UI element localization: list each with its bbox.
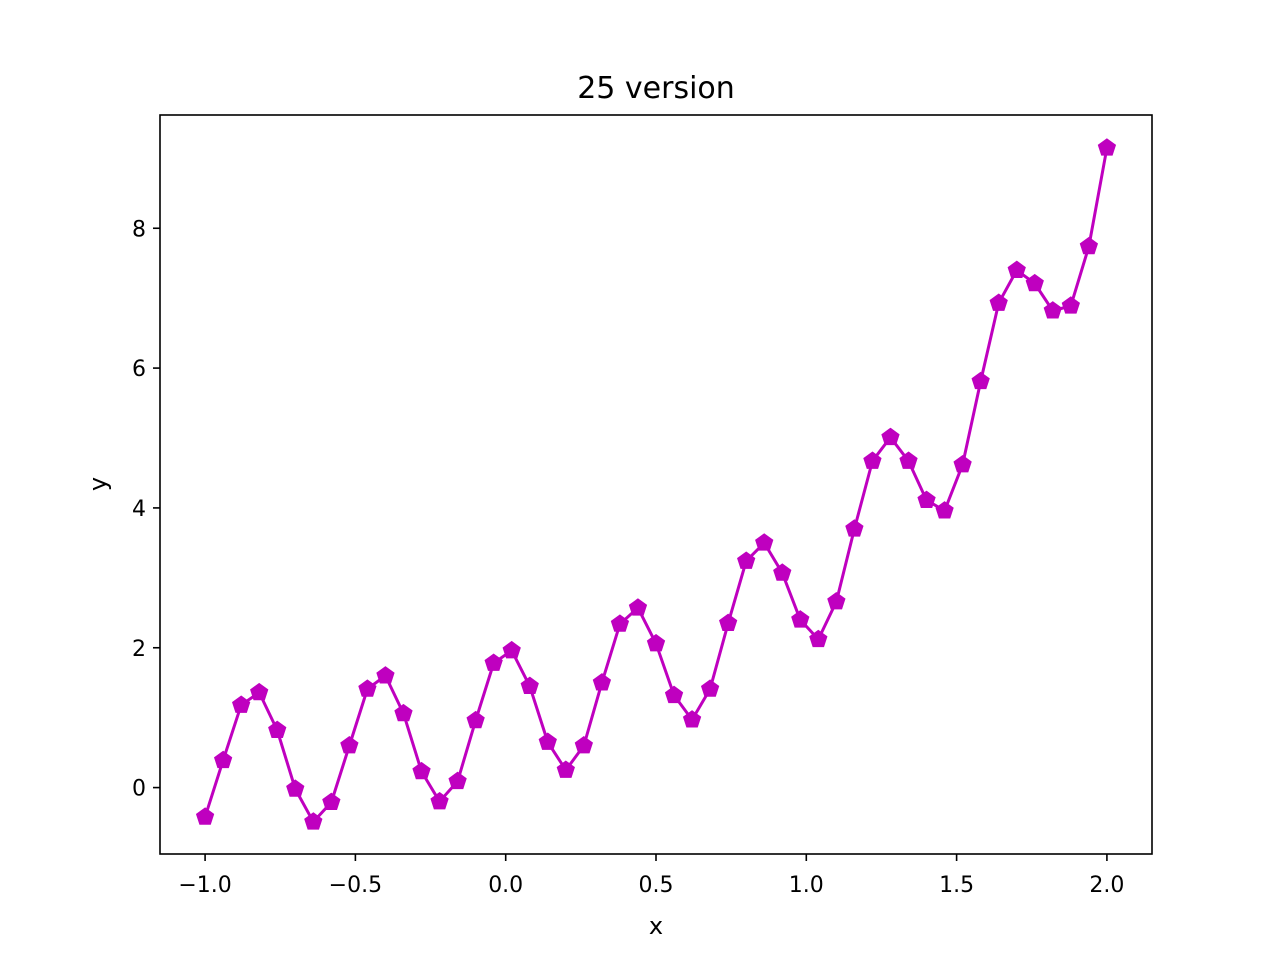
y-tick-label: 2 <box>132 637 146 662</box>
data-point-marker <box>628 598 648 616</box>
data-point-marker <box>574 736 593 754</box>
data-point-marker <box>755 533 774 551</box>
data-point-marker <box>1007 260 1026 278</box>
data-point-marker <box>232 695 251 713</box>
data-point-marker <box>899 451 918 469</box>
data-point-marker <box>502 640 521 659</box>
data-point-marker <box>881 427 900 446</box>
x-tick-label: −1.0 <box>178 873 231 898</box>
data-point-marker <box>827 591 846 610</box>
data-point-marker <box>592 673 612 691</box>
data-point-marker <box>250 682 269 701</box>
data-point-marker <box>340 736 359 754</box>
data-point-marker <box>917 490 936 509</box>
chart-title: 25 version <box>577 71 735 106</box>
y-axis-ticks: 0 2 4 6 8 <box>132 217 160 802</box>
y-tick-label: 6 <box>132 357 146 382</box>
data-point-marker <box>719 613 738 632</box>
y-tick-label: 0 <box>132 777 146 802</box>
data-point-marker <box>646 633 666 652</box>
y-tick-label: 8 <box>132 217 146 242</box>
data-point-marker <box>845 519 864 537</box>
data-point-marker <box>448 771 467 790</box>
x-tick-label: 0.0 <box>488 873 523 898</box>
data-point-marker <box>322 792 341 811</box>
data-point-marker <box>1061 296 1080 314</box>
data-point-marker <box>195 807 215 825</box>
data-point-marker <box>773 563 792 581</box>
data-point-marker <box>358 679 377 697</box>
data-point-marker <box>304 812 323 830</box>
data-point-marker <box>1043 301 1062 319</box>
x-tick-label: 1.5 <box>939 873 974 898</box>
x-tick-label: −0.5 <box>329 873 382 898</box>
data-point-marker <box>213 750 233 769</box>
data-point-marker <box>863 451 882 469</box>
data-point-marker <box>1079 236 1099 255</box>
y-axis-label: y <box>84 477 112 491</box>
data-point-marker <box>935 501 954 519</box>
x-tick-label: 1.0 <box>789 873 824 898</box>
data-point-marker <box>682 710 702 728</box>
axes-frame <box>159 114 1153 855</box>
data-point-marker <box>394 703 413 722</box>
data-point-marker <box>700 679 720 697</box>
data-point-marker <box>989 293 1008 311</box>
x-axis-label: x <box>649 912 663 940</box>
data-point-marker <box>556 760 575 778</box>
data-point-marker <box>286 779 305 797</box>
data-point-marker <box>430 791 449 810</box>
plot-area <box>195 138 1117 830</box>
x-axis-ticks: −1.0 −0.5 0.0 0.5 1.0 1.5 2.0 <box>178 854 1124 898</box>
data-point-marker <box>268 720 287 739</box>
data-point-marker <box>376 666 395 684</box>
data-point-marker <box>466 710 485 729</box>
data-point-marker <box>791 610 810 628</box>
data-point-marker <box>737 551 756 569</box>
data-point-marker <box>809 629 828 648</box>
data-point-marker <box>953 454 972 473</box>
data-point-marker <box>1025 273 1044 292</box>
data-point-marker <box>484 653 503 671</box>
x-tick-label: 2.0 <box>1089 873 1124 898</box>
data-point-marker <box>971 371 990 390</box>
y-tick-label: 4 <box>132 497 146 522</box>
data-point-marker <box>610 614 630 632</box>
data-point-marker <box>412 761 431 780</box>
data-point-marker <box>1097 138 1117 156</box>
data-point-marker <box>520 676 539 694</box>
data-point-marker <box>538 732 557 750</box>
data-point-marker <box>664 685 684 704</box>
x-tick-label: 0.5 <box>639 873 674 898</box>
